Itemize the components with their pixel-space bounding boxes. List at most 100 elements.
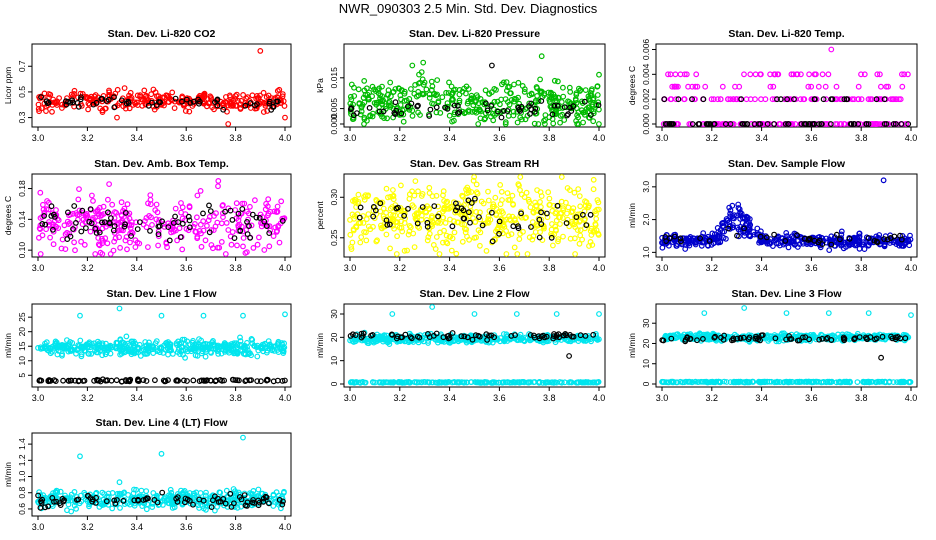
- data-point: [406, 195, 413, 202]
- data-point: [596, 121, 602, 127]
- data-point: [47, 91, 54, 98]
- series-all: [659, 177, 914, 254]
- data-point: [158, 344, 165, 351]
- data-point: [538, 98, 545, 104]
- data-point: [459, 238, 466, 245]
- data-point: [266, 230, 273, 237]
- data-point: [52, 378, 59, 385]
- data-point: [378, 222, 384, 229]
- data-point: [574, 227, 581, 234]
- data-point: [347, 108, 354, 115]
- y-axis-label: Licor ppm: [3, 67, 13, 104]
- data-point: [240, 235, 247, 241]
- data-point: [216, 244, 223, 251]
- data-point: [523, 214, 530, 221]
- data-point: [190, 377, 197, 384]
- data-point: [85, 106, 91, 113]
- data-point: [115, 220, 122, 226]
- data-point: [770, 83, 777, 90]
- data-point: [254, 241, 261, 248]
- data-point: [213, 210, 219, 217]
- data-point: [489, 209, 495, 216]
- data-point: [541, 117, 547, 124]
- data-point: [497, 201, 504, 208]
- data-point: [351, 93, 358, 99]
- x-tick-label: 3.2: [81, 263, 94, 273]
- data-point: [474, 94, 481, 100]
- data-point: [788, 121, 795, 127]
- data-point: [239, 206, 246, 212]
- data-point: [668, 121, 674, 127]
- data-point: [536, 234, 543, 241]
- data-point: [515, 181, 522, 188]
- series-all: [36, 177, 288, 257]
- data-point: [426, 184, 433, 191]
- data-point: [783, 229, 790, 236]
- data-point: [160, 350, 167, 356]
- data-point: [719, 83, 726, 90]
- data-point: [730, 121, 737, 127]
- data-point: [281, 340, 288, 347]
- data-point: [553, 217, 560, 224]
- data-point: [152, 207, 159, 214]
- data-point: [899, 83, 906, 90]
- data-point: [590, 186, 597, 193]
- data-point: [551, 102, 558, 109]
- data-point: [237, 347, 244, 354]
- data-point: [116, 345, 123, 351]
- data-point: [149, 343, 156, 350]
- data-point: [275, 222, 282, 229]
- data-point: [865, 235, 872, 241]
- data-point: [518, 208, 524, 215]
- data-point: [137, 353, 144, 359]
- data-point: [219, 377, 225, 384]
- data-point: [874, 71, 881, 78]
- data-point: [719, 223, 726, 230]
- data-point: [179, 246, 186, 253]
- data-point: [95, 241, 102, 248]
- data-point: [42, 340, 48, 347]
- data-point: [166, 347, 173, 354]
- data-point: [240, 312, 246, 319]
- data-point: [260, 89, 267, 96]
- data-point: [237, 338, 244, 344]
- data-point: [576, 240, 583, 247]
- data-point: [182, 354, 189, 361]
- data-point: [273, 228, 280, 235]
- data-point: [782, 237, 789, 244]
- data-point: [234, 242, 240, 249]
- data-point: [762, 96, 769, 103]
- data-point: [104, 196, 111, 203]
- data-point: [681, 71, 688, 78]
- data-point: [282, 114, 288, 121]
- data-point: [240, 350, 247, 357]
- data-point: [722, 121, 729, 127]
- y-tick-label: 0.6: [17, 503, 27, 515]
- data-point: [271, 348, 278, 354]
- x-tick-label: 4.0: [905, 133, 918, 143]
- data-point: [453, 200, 459, 207]
- data-point: [199, 344, 206, 351]
- data-point: [429, 218, 436, 225]
- data-point: [121, 349, 128, 356]
- data-point: [248, 352, 255, 359]
- data-point: [118, 227, 125, 234]
- data-point: [99, 107, 106, 114]
- data-point: [848, 121, 855, 127]
- data-point: [67, 348, 74, 354]
- data-point: [462, 229, 469, 236]
- data-point: [537, 88, 543, 94]
- data-point: [144, 244, 151, 251]
- data-point: [390, 196, 397, 203]
- data-point: [254, 378, 261, 385]
- data-point: [114, 339, 121, 346]
- data-point: [587, 98, 593, 104]
- data-point: [551, 77, 558, 84]
- data-point: [168, 229, 175, 236]
- data-point: [483, 100, 489, 107]
- data-point: [45, 199, 52, 206]
- data-point: [215, 183, 221, 190]
- data-point: [714, 224, 721, 231]
- data-point: [118, 199, 125, 206]
